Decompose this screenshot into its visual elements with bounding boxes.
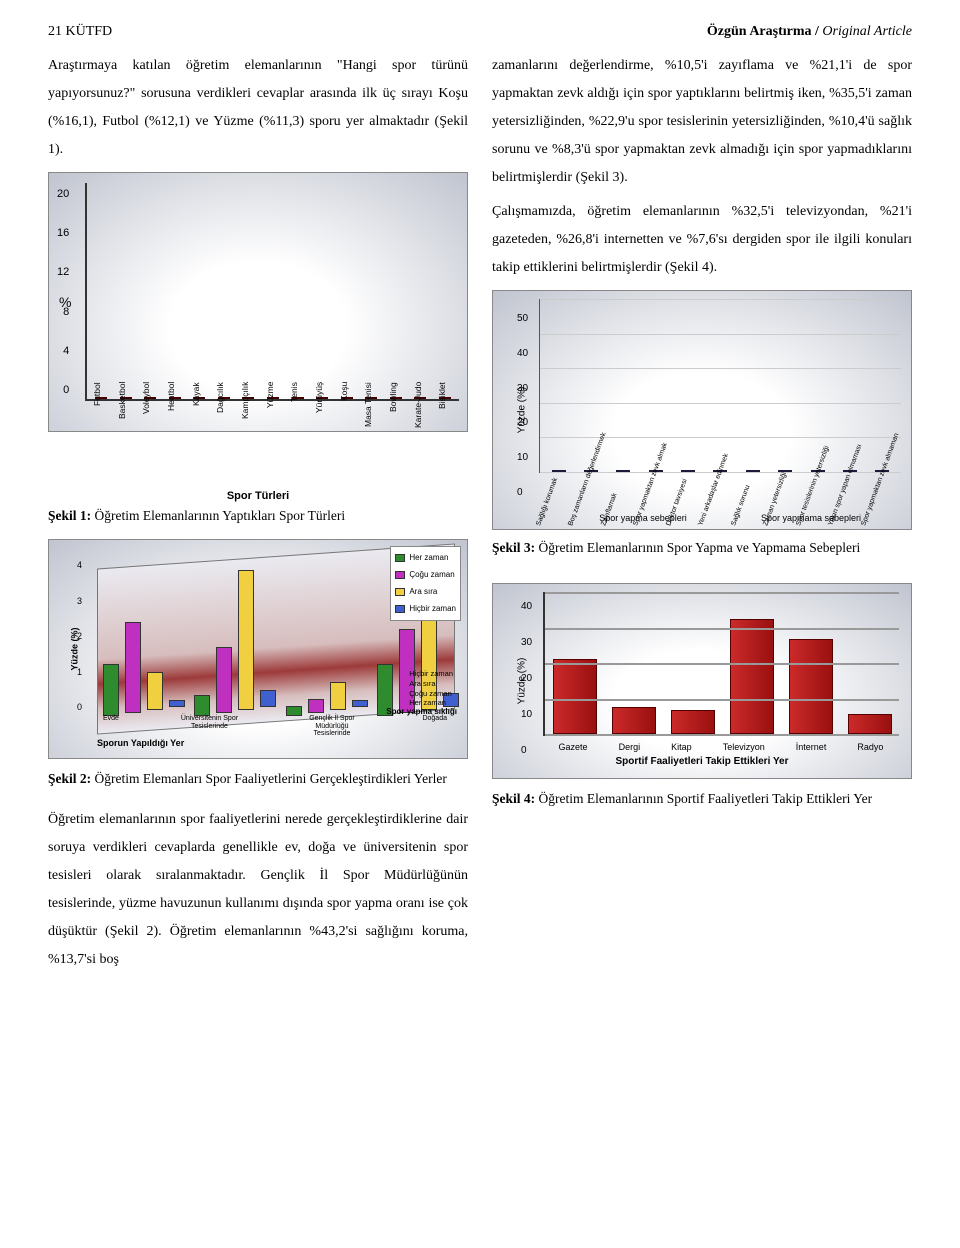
- sekil-2-caption: Şekil 2: Öğretim Elemanları Spor Faaliye…: [48, 765, 468, 792]
- s2-legend-item: Ara sıra: [395, 584, 456, 600]
- s1-x-label: Voleybol: [138, 382, 159, 437]
- sekil-2-caption-text: Öğretim Elemanları Spor Faaliyetlerini G…: [91, 771, 447, 786]
- sekil-4-caption-text: Öğretim Elemanlarının Sportif Faaliyetle…: [535, 791, 872, 806]
- s1-y-axis: 201612840: [57, 183, 69, 401]
- s4-bar: [612, 707, 656, 734]
- two-column-layout: Araştırmaya katılan öğretim elemanlarını…: [48, 52, 912, 980]
- right-paragraph-1: zamanlarını değerlendirme, %10,5'i zayıf…: [492, 52, 912, 192]
- s4-x-title: Sportif Faaliyetleri Takip Ettikleri Yer: [493, 752, 911, 772]
- s2-group: [103, 564, 173, 716]
- s1-x-label: Kayak: [188, 382, 209, 437]
- header-left: 21 KÜTFD: [48, 24, 112, 40]
- s4-bar: [553, 659, 597, 734]
- s2-y-ticks: 43210: [77, 556, 82, 716]
- header-right-italic: Original Article: [819, 24, 912, 39]
- sekil-1-chart: % 201612840 FutbolBasketbolVoleybolHentb…: [48, 172, 468, 432]
- sekil-1-caption-text: Öğretim Elemanlarının Yaptıkları Spor Tü…: [91, 508, 345, 523]
- header-right: Özgün Araştırma / Original Article: [707, 24, 912, 40]
- sekil-3-caption-text: Öğretim Elemanlarının Spor Yapma ve Yapm…: [535, 540, 860, 555]
- s2-depth-labels: Hiçbir zamanAra sıraÇoğu zamanHer zaman: [409, 669, 453, 708]
- left-paragraph-2: Öğretim elemanlarının spor faaliyetlerin…: [48, 806, 468, 974]
- s4-bar: [730, 619, 774, 734]
- sekil-4-caption-bold: Şekil 4:: [492, 791, 535, 806]
- s1-x-labels: FutbolBasketbolVoleybolHentbolKayakDağcı…: [85, 382, 459, 437]
- s4-bar: [789, 639, 833, 734]
- s1-x-label: Bowling: [385, 382, 406, 437]
- s2-group: [286, 564, 356, 716]
- s1-x-label: Futbol: [89, 382, 110, 437]
- header-right-bold: Özgün Araştırma /: [707, 24, 819, 39]
- s1-x-label: Koşu: [336, 382, 357, 437]
- s2-x-cat: Gençlik İl Spor Müdürlüğü Tesislerinde: [300, 715, 364, 738]
- page: 21 KÜTFD Özgün Araştırma / Original Arti…: [0, 0, 960, 1248]
- left-column: Araştırmaya katılan öğretim elemanlarını…: [48, 52, 468, 980]
- s3-section-1: Spor yapma sebepleri: [563, 509, 723, 527]
- s2-group: [194, 564, 264, 716]
- s4-bar: [848, 714, 892, 734]
- s1-x-label: Karate-Judo: [410, 382, 431, 437]
- right-paragraph-2: Çalışmamızda, öğretim elemanlarının %32,…: [492, 198, 912, 282]
- right-column: zamanlarını değerlendirme, %10,5'i zayıf…: [492, 52, 912, 980]
- s2-bottom-title: Sporun Yapıldığı Yer: [97, 734, 184, 752]
- s1-x-label: Bisiklet: [434, 382, 455, 437]
- s1-x-label: Dağcılık: [212, 382, 233, 437]
- s2-legend-item: Hiçbir zaman: [395, 601, 456, 617]
- s2-legend-item: Her zaman: [395, 550, 456, 566]
- s1-x-label: Yüzme: [262, 382, 283, 437]
- s3-bars: [540, 299, 901, 472]
- s2-legend: Her zamanÇoğu zamanAra sıraHiçbir zaman: [390, 546, 461, 621]
- sekil-3-caption: Şekil 3: Öğretim Elemanlarının Spor Yapm…: [492, 534, 912, 561]
- sekil-4-caption: Şekil 4: Öğretim Elemanlarının Sportif F…: [492, 785, 912, 812]
- s1-x-label: Hentbol: [163, 382, 184, 437]
- sekil-3-caption-bold: Şekil 3:: [492, 540, 535, 555]
- s1-x-title: Spor Türleri: [49, 485, 467, 507]
- page-header: 21 KÜTFD Özgün Araştırma / Original Arti…: [48, 24, 912, 40]
- s2-depth-title: Spor yapma sıklığı: [386, 704, 457, 720]
- sekil-2-caption-bold: Şekil 2:: [48, 771, 91, 786]
- left-paragraph-1: Araştırmaya katılan öğretim elemanlarını…: [48, 52, 468, 164]
- s1-bars: [87, 183, 459, 399]
- s4-plot-area: [543, 592, 899, 736]
- s1-x-label: Masa Tenisi: [360, 382, 381, 437]
- s1-plot-area: [85, 183, 459, 401]
- sekil-4-chart: Yüzde (%) 403020100 GazeteDergiKitapTele…: [492, 583, 912, 779]
- s1-x-label: Tenis: [286, 382, 307, 437]
- s2-x-cat: Üniversitenin Spor Tesislerinde: [177, 715, 241, 738]
- sekil-1-caption-bold: Şekil 1:: [48, 508, 91, 523]
- s3-section-2: Spor yapmama sebepleri: [731, 509, 891, 527]
- sekil-3-chart: Yüzde (%) 50403020100 Sağlığı korumakBoş…: [492, 290, 912, 530]
- sekil-2-chart: Yüzde (%) 43210 EvdeÜniversitenin Spor T…: [48, 539, 468, 759]
- s1-x-label: Basketbol: [114, 382, 135, 437]
- s4-bar: [671, 710, 715, 734]
- s1-x-label: Kampçılık: [237, 382, 258, 437]
- s2-legend-item: Çoğu zaman: [395, 567, 456, 583]
- s1-x-label: Yürüyüş: [311, 382, 332, 437]
- s3-plot-area: [539, 299, 901, 473]
